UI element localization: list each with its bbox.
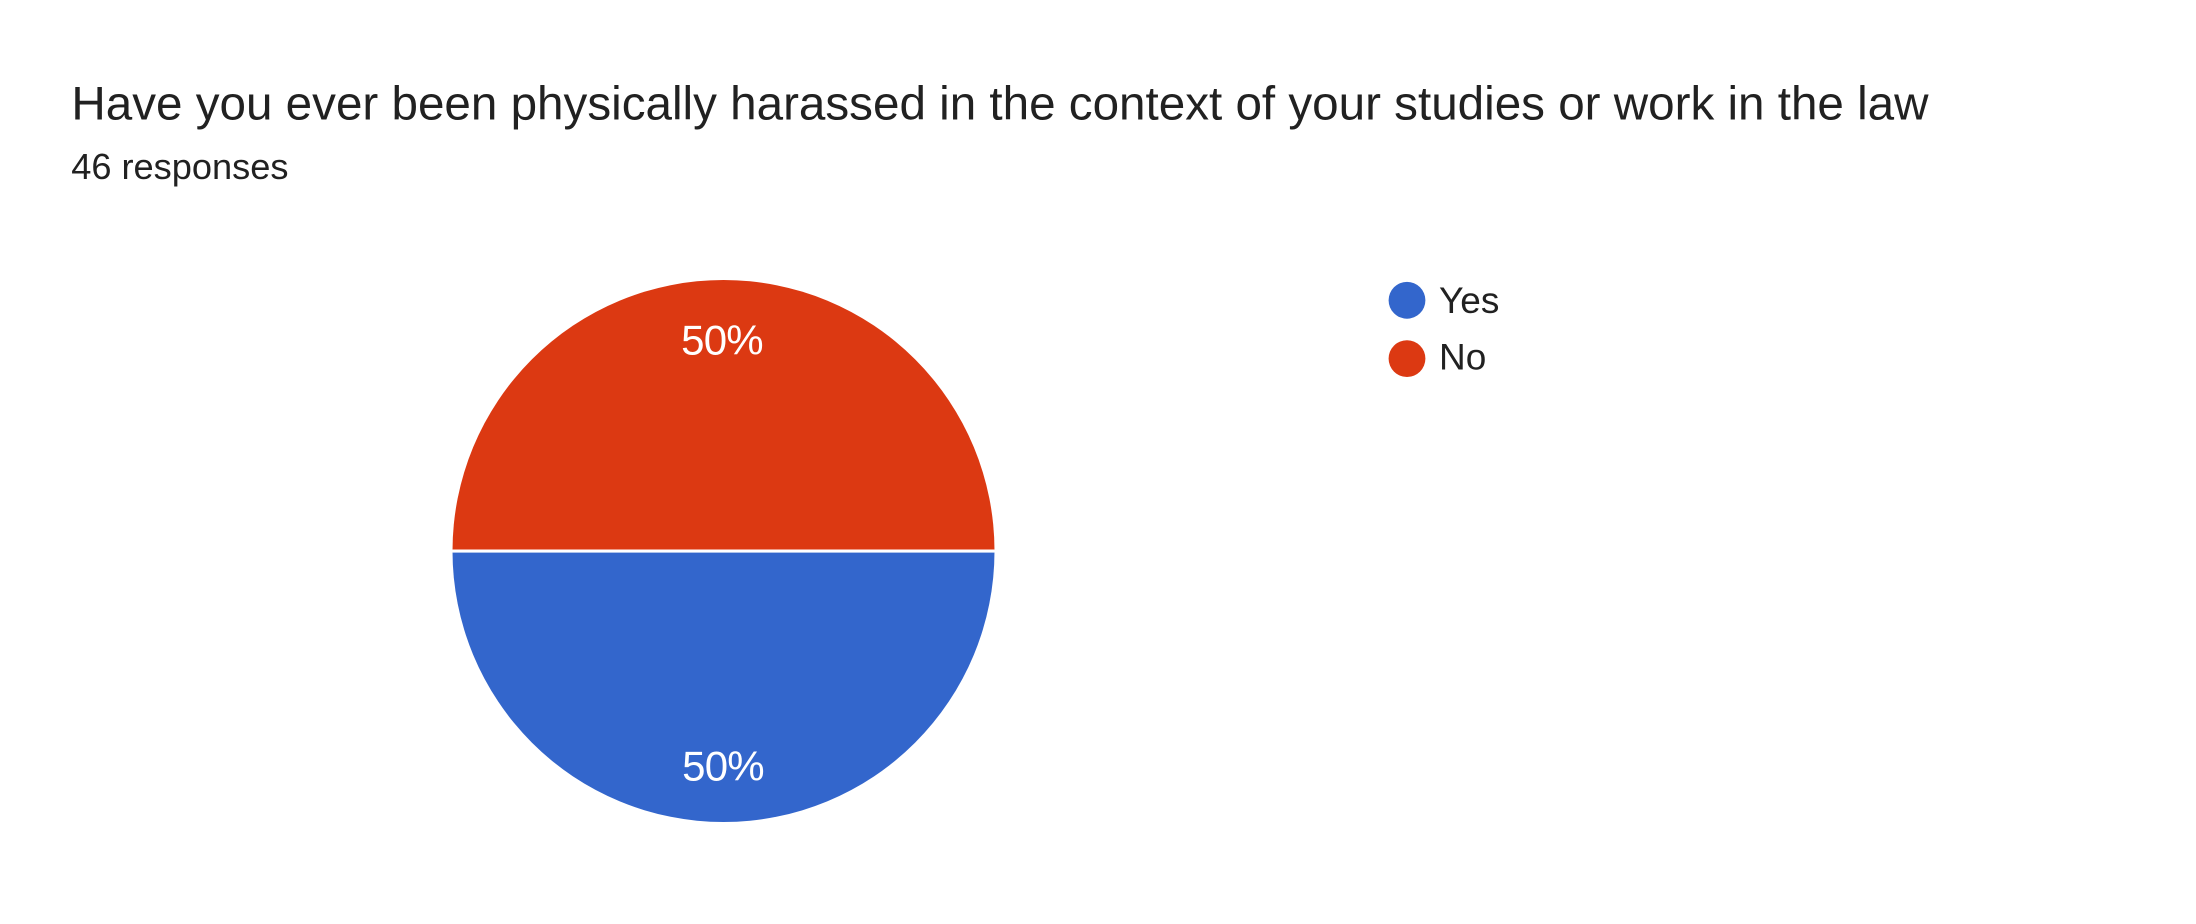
svg-text:Yes: Yes: [1439, 280, 1499, 321]
svg-text:50%: 50%: [682, 743, 764, 790]
svg-text:50%: 50%: [681, 317, 763, 364]
svg-text:No: No: [1439, 337, 1486, 378]
svg-text:Have you ever been physically: Have you ever been physically harassed i…: [71, 78, 1929, 131]
svg-text:46 responses: 46 responses: [71, 146, 288, 187]
